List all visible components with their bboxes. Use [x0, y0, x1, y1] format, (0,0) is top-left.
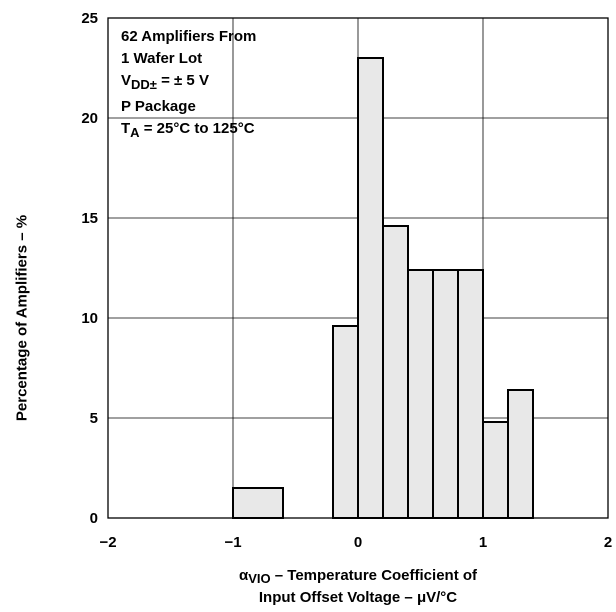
histogram-bar	[357, 57, 384, 519]
x-tick-label: 1	[479, 534, 487, 551]
axis-ticks: 0 5 10 15 20 25 −2 −1 0 1 2	[81, 10, 612, 551]
histogram-bar	[432, 269, 459, 519]
y-axis-label: Percentage of Amplifiers – %	[13, 214, 31, 422]
y-tick-label: 0	[90, 510, 98, 527]
x-tick-label: 2	[604, 534, 612, 551]
histogram-bar	[232, 487, 284, 519]
histogram-bars	[232, 57, 534, 519]
y-tick-label: 20	[81, 110, 98, 127]
annotation-line-1: 62 Amplifiers From	[121, 28, 257, 45]
x-axis-label: αVIO – Temperature Coefficient of Input …	[108, 566, 608, 607]
histogram-bar	[407, 269, 434, 519]
y-tick-label: 5	[90, 410, 98, 427]
plot-frame	[107, 17, 609, 519]
annotation-line-2: 1 Wafer Lot	[121, 50, 203, 67]
annotation-supply-voltage: VDD± = ± 5 V	[121, 72, 209, 92]
histogram-bar	[382, 225, 409, 519]
x-axis-label-line-1: αVIO – Temperature Coefficient of	[238, 567, 478, 586]
histogram-bar	[482, 421, 509, 519]
histogram-bar	[332, 325, 359, 519]
x-tick-label: 0	[354, 534, 362, 551]
x-tick-label: −1	[224, 534, 241, 551]
y-tick-label: 10	[81, 310, 98, 327]
y-tick-label: 25	[81, 10, 98, 27]
x-axis-label-line-2: Input Offset Voltage – μV/°C	[258, 589, 458, 606]
chart-annotation: 62 Amplifiers From 1 Wafer Lot VDD± = ± …	[121, 26, 256, 144]
histogram-bar	[507, 389, 534, 519]
annotation-line-4: P Package	[121, 98, 196, 115]
histogram-bar	[457, 269, 484, 519]
annotation-temperature: TA = 25°C to 125°C	[121, 120, 255, 140]
y-tick-label: 15	[81, 210, 98, 227]
x-tick-label: −2	[99, 534, 116, 551]
